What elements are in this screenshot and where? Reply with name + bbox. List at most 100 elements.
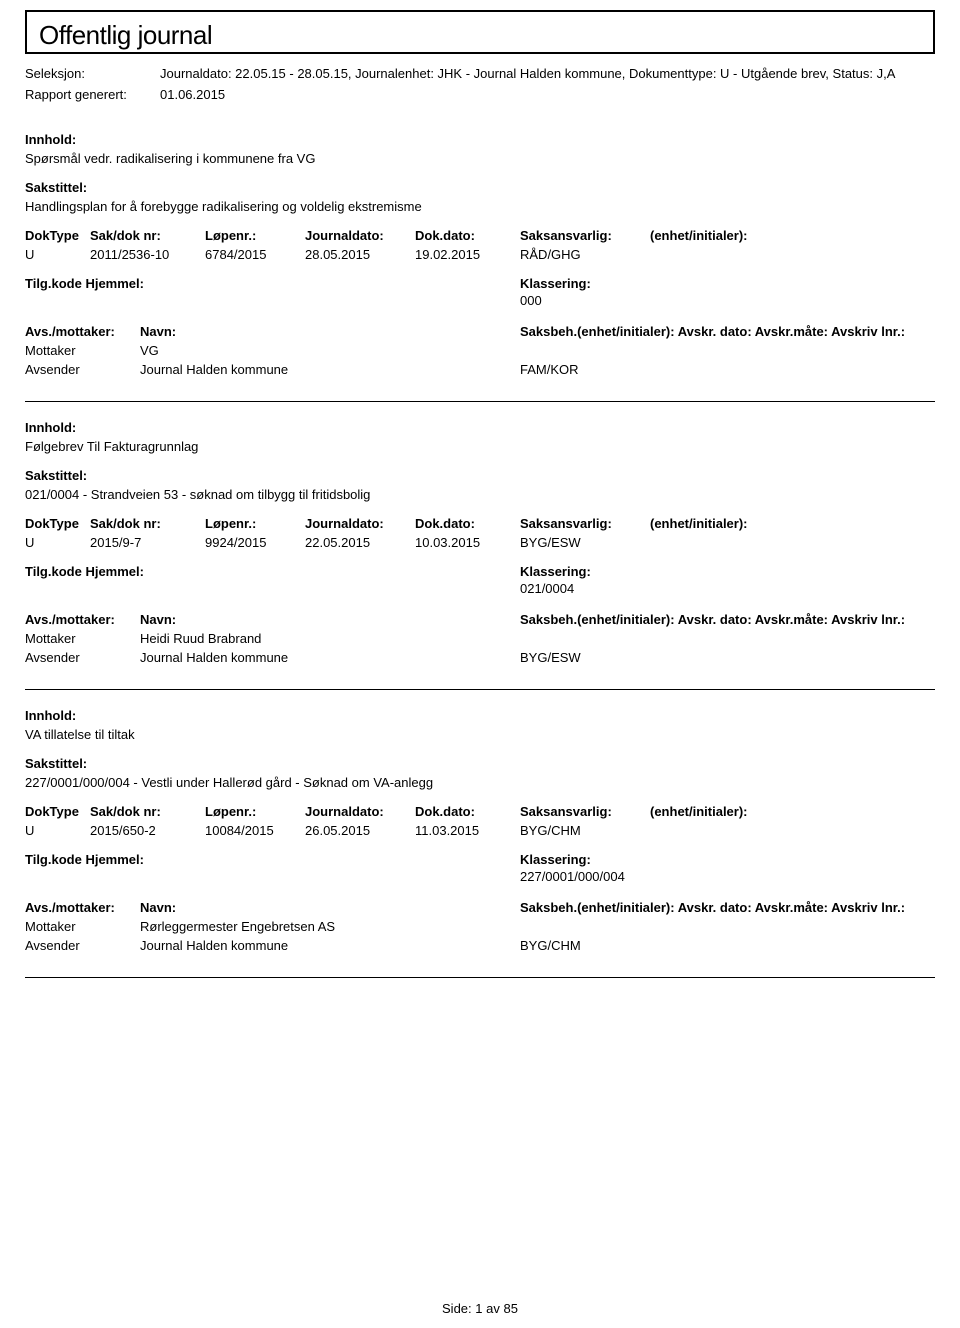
avs-header-row: Avs./mottaker: Navn: Saksbeh.(enhet/init… (25, 324, 935, 339)
col-header-doktype: DokType (25, 516, 90, 531)
innhold-label: Innhold: (25, 132, 935, 147)
cell-enhet (650, 535, 935, 550)
page-current: 1 (475, 1301, 482, 1316)
seleksjon-label: Seleksjon: (25, 66, 160, 81)
mottaker-label: Mottaker (25, 919, 140, 934)
avs-mottaker-label: Avs./mottaker: (25, 324, 140, 339)
tilgkode-label: Tilg.kode (25, 564, 82, 579)
entry-separator (25, 977, 935, 978)
cell-doktype: U (25, 247, 90, 262)
avs-mottaker-label: Avs./mottaker: (25, 900, 140, 915)
innhold-text: VA tillatelse til tiltak (25, 727, 935, 742)
cell-dokdato: 10.03.2015 (415, 535, 520, 550)
col-header-lopenr: Løpenr.: (205, 228, 305, 243)
page-footer: Side: 1 av 85 (0, 1301, 960, 1316)
sakstittel-label: Sakstittel: (25, 468, 935, 483)
col-header-lopenr: Løpenr.: (205, 804, 305, 819)
sakstittel-text: 021/0004 - Strandveien 53 - søknad om ti… (25, 487, 935, 502)
cell-doktype: U (25, 823, 90, 838)
avsender-kode: BYG/ESW (520, 650, 935, 665)
table-data-row: U 2015/650-2 10084/2015 26.05.2015 11.03… (25, 823, 935, 838)
col-header-journaldato: Journaldato: (305, 516, 415, 531)
avsender-row: Avsender Journal Halden kommune BYG/CHM (25, 938, 935, 953)
innhold-text: Spørsmål vedr. radikalisering i kommunen… (25, 151, 935, 166)
navn-label: Navn: (140, 612, 520, 627)
cell-doktype: U (25, 535, 90, 550)
saksbeh-label: Saksbeh.(enhet/initialer): Avskr. dato: … (520, 612, 935, 627)
hjemmel-row: Tilg.kode Hjemmel: Klassering: 000 (25, 276, 935, 308)
avsender-navn: Journal Halden kommune (140, 938, 520, 953)
cell-enhet (650, 247, 935, 262)
cell-enhet (650, 823, 935, 838)
meta-row-seleksjon: Seleksjon: Journaldato: 22.05.15 - 28.05… (25, 66, 935, 81)
klassering-label: Klassering: (520, 564, 935, 579)
cell-sakdok: 2015/650-2 (90, 823, 205, 838)
avsender-kode: FAM/KOR (520, 362, 935, 377)
table-data-row: U 2011/2536-10 6784/2015 28.05.2015 19.0… (25, 247, 935, 262)
avsender-row: Avsender Journal Halden kommune BYG/ESW (25, 650, 935, 665)
col-header-journaldato: Journaldato: (305, 804, 415, 819)
col-header-enhet: (enhet/initialer): (650, 804, 935, 819)
avsender-navn: Journal Halden kommune (140, 650, 520, 665)
innhold-text: Følgebrev Til Fakturagrunnlag (25, 439, 935, 454)
mottaker-navn: Rørleggermester Engebretsen AS (140, 919, 520, 934)
page-sep: av (486, 1301, 500, 1316)
hjemmel-label: Hjemmel: (85, 852, 144, 867)
klassering-label: Klassering: (520, 852, 935, 867)
page-title: Offentlig journal (39, 20, 212, 51)
mottaker-navn: Heidi Ruud Brabrand (140, 631, 520, 646)
side-label: Side: (442, 1301, 472, 1316)
col-header-enhet: (enhet/initialer): (650, 516, 935, 531)
hjemmel-label: Hjemmel: (85, 564, 144, 579)
avs-header-row: Avs./mottaker: Navn: Saksbeh.(enhet/init… (25, 900, 935, 915)
page-total: 85 (504, 1301, 518, 1316)
cell-sakdok: 2015/9-7 (90, 535, 205, 550)
entry-separator (25, 401, 935, 402)
col-header-saksansvarlig: Saksansvarlig: (520, 804, 650, 819)
table-header-row: DokType Sak/dok nr: Løpenr.: Journaldato… (25, 804, 935, 819)
mottaker-right (520, 631, 935, 646)
col-header-dokdato: Dok.dato: (415, 516, 520, 531)
tilgkode-label: Tilg.kode (25, 276, 82, 291)
navn-label: Navn: (140, 324, 520, 339)
cell-dokdato: 11.03.2015 (415, 823, 520, 838)
hjemmel-left: Tilg.kode Hjemmel: (25, 852, 520, 884)
table-header-row: DokType Sak/dok nr: Løpenr.: Journaldato… (25, 228, 935, 243)
seleksjon-value: Journaldato: 22.05.15 - 28.05.15, Journa… (160, 66, 935, 81)
avs-header-row: Avs./mottaker: Navn: Saksbeh.(enhet/init… (25, 612, 935, 627)
col-header-dokdato: Dok.dato: (415, 804, 520, 819)
hjemmel-row: Tilg.kode Hjemmel: Klassering: 227/0001/… (25, 852, 935, 884)
sakstittel-label: Sakstittel: (25, 756, 935, 771)
mottaker-right (520, 343, 935, 358)
journal-entry: Innhold: Følgebrev Til Fakturagrunnlag S… (25, 420, 935, 689)
klassering-label: Klassering: (520, 276, 935, 291)
saksbeh-label: Saksbeh.(enhet/initialer): Avskr. dato: … (520, 900, 935, 915)
cell-saksansvarlig: BYG/ESW (520, 535, 650, 550)
avs-mottaker-label: Avs./mottaker: (25, 612, 140, 627)
table-data-row: U 2015/9-7 9924/2015 22.05.2015 10.03.20… (25, 535, 935, 550)
col-header-sakdok: Sak/dok nr: (90, 228, 205, 243)
avsender-kode: BYG/CHM (520, 938, 935, 953)
col-header-lopenr: Løpenr.: (205, 516, 305, 531)
rapport-label: Rapport generert: (25, 87, 160, 102)
cell-lopenr: 9924/2015 (205, 535, 305, 550)
mottaker-row: Mottaker Heidi Ruud Brabrand (25, 631, 935, 646)
hjemmel-right: Klassering: 021/0004 (520, 564, 935, 596)
mottaker-row: Mottaker VG (25, 343, 935, 358)
cell-lopenr: 6784/2015 (205, 247, 305, 262)
meta-section: Seleksjon: Journaldato: 22.05.15 - 28.05… (25, 66, 935, 102)
col-header-enhet: (enhet/initialer): (650, 228, 935, 243)
mottaker-label: Mottaker (25, 631, 140, 646)
hjemmel-right: Klassering: 227/0001/000/004 (520, 852, 935, 884)
col-header-dokdato: Dok.dato: (415, 228, 520, 243)
col-header-doktype: DokType (25, 228, 90, 243)
cell-sakdok: 2011/2536-10 (90, 247, 205, 262)
saksbeh-label: Saksbeh.(enhet/initialer): Avskr. dato: … (520, 324, 935, 339)
klassering-value: 227/0001/000/004 (520, 869, 935, 884)
avsender-row: Avsender Journal Halden kommune FAM/KOR (25, 362, 935, 377)
header-box: Offentlig journal (25, 10, 935, 54)
col-header-saksansvarlig: Saksansvarlig: (520, 516, 650, 531)
table-header-row: DokType Sak/dok nr: Løpenr.: Journaldato… (25, 516, 935, 531)
cell-saksansvarlig: BYG/CHM (520, 823, 650, 838)
mottaker-row: Mottaker Rørleggermester Engebretsen AS (25, 919, 935, 934)
